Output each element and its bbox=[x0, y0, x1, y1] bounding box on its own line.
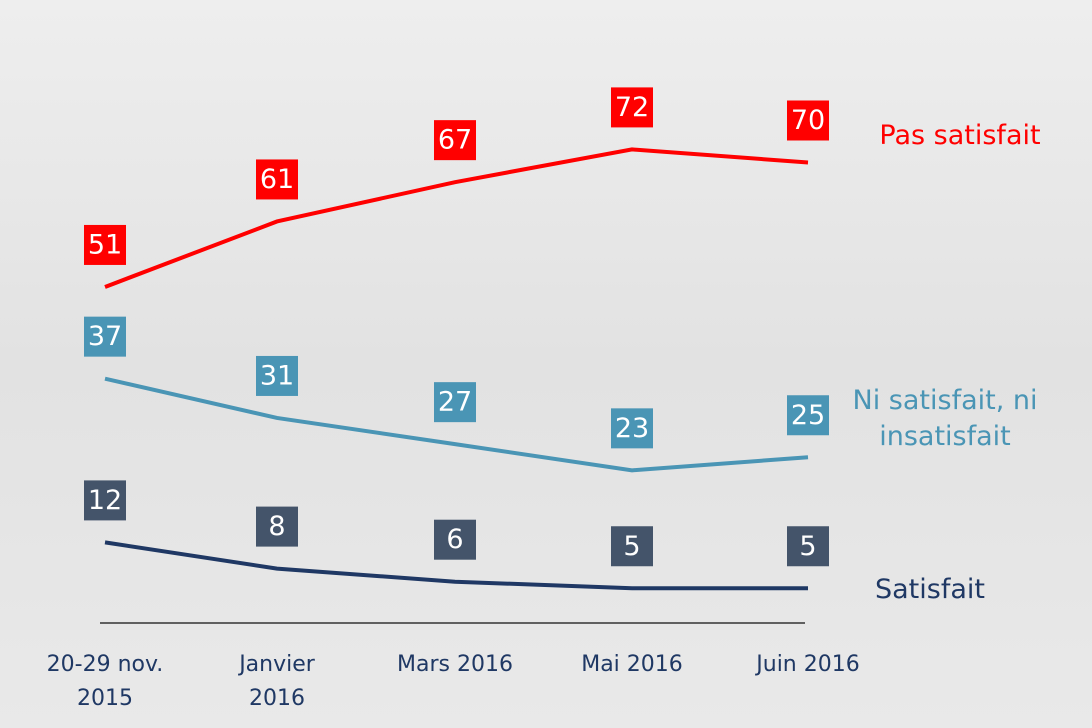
value-label-box bbox=[611, 87, 653, 128]
value-label: 27 bbox=[434, 382, 476, 423]
x-tick-label: Juin 2016 bbox=[756, 652, 860, 677]
value-label-text: 5 bbox=[799, 531, 816, 562]
value-label-box bbox=[787, 100, 829, 141]
value-label-text: 23 bbox=[615, 413, 649, 444]
value-label-text: 27 bbox=[438, 387, 472, 418]
value-label: 72 bbox=[611, 87, 653, 128]
legend-label: Ni satisfait, ni insatisfait bbox=[852, 385, 1038, 452]
value-label: 25 bbox=[787, 395, 829, 436]
value-label-box bbox=[84, 224, 126, 265]
value-label-text: 51 bbox=[88, 229, 122, 260]
value-label-text: 6 bbox=[446, 524, 463, 555]
series-line bbox=[104, 376, 809, 473]
value-label: 67 bbox=[434, 120, 476, 161]
value-label: 23 bbox=[611, 408, 653, 449]
series-line bbox=[104, 147, 809, 289]
x-tick-label: Janvier 2016 bbox=[239, 652, 315, 711]
value-label: 37 bbox=[84, 316, 126, 357]
value-label-text: 5 bbox=[623, 531, 640, 562]
value-label-text: 67 bbox=[438, 125, 472, 156]
value-label-box bbox=[84, 316, 126, 357]
value-label: 12 bbox=[84, 480, 126, 521]
value-label-box bbox=[611, 526, 653, 567]
value-label-text: 12 bbox=[88, 485, 122, 516]
value-label-box bbox=[434, 519, 476, 560]
value-label-box bbox=[434, 382, 476, 423]
value-label: 6 bbox=[434, 519, 476, 560]
value-label: 5 bbox=[611, 526, 653, 567]
value-label-text: 8 bbox=[268, 511, 285, 542]
value-label: 70 bbox=[787, 100, 829, 141]
value-label-box bbox=[787, 395, 829, 436]
value-label-text: 25 bbox=[791, 400, 825, 431]
legend-label: Pas satisfait bbox=[879, 120, 1041, 151]
x-tick-label: Mars 2016 bbox=[397, 652, 513, 677]
value-label-box bbox=[256, 355, 298, 396]
value-label-box bbox=[256, 506, 298, 547]
value-label: 31 bbox=[256, 355, 298, 396]
value-label-box bbox=[256, 159, 298, 200]
series-line bbox=[104, 540, 808, 591]
value-label-box bbox=[611, 408, 653, 449]
legend-label: Satisfait bbox=[875, 574, 985, 605]
value-label: 61 bbox=[256, 159, 298, 200]
value-label-text: 70 bbox=[791, 105, 825, 136]
value-label: 5 bbox=[787, 526, 829, 567]
value-label-text: 61 bbox=[260, 164, 294, 195]
value-label: 51 bbox=[84, 224, 126, 265]
value-label-box bbox=[84, 480, 126, 521]
value-label-text: 72 bbox=[615, 92, 649, 123]
value-label-text: 37 bbox=[88, 321, 122, 352]
value-label-text: 31 bbox=[260, 360, 294, 391]
value-label-box bbox=[787, 526, 829, 567]
x-tick-label: Mai 2016 bbox=[581, 652, 683, 677]
value-label: 8 bbox=[256, 506, 298, 547]
value-label-box bbox=[434, 120, 476, 161]
x-tick-label: 20-29 nov. 2015 bbox=[46, 652, 164, 711]
